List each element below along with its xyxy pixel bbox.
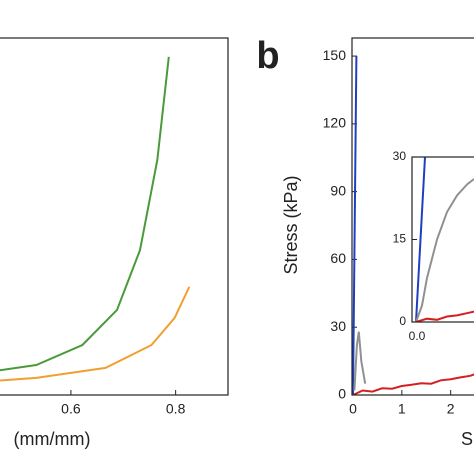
x-tick-label: 0.0 — [409, 329, 426, 343]
y-tick-label: 0 — [399, 314, 406, 328]
plot-frame — [351, 37, 474, 396]
data-line — [0, 286, 191, 382]
y-tick-label: 15 — [393, 232, 407, 246]
y-tick-label: 30 — [330, 318, 346, 334]
y-tick-label: 0 — [338, 386, 346, 402]
data-line — [415, 178, 474, 322]
data-line — [352, 56, 358, 395]
x-tick-label: 0 — [349, 401, 357, 417]
plot-frame — [0, 37, 229, 396]
y-tick-label: 150 — [323, 47, 347, 63]
y-tick-label: 60 — [330, 250, 346, 266]
data-line — [353, 331, 367, 391]
panel-label: b — [256, 35, 279, 77]
x-tick-label: 2 — [447, 401, 455, 417]
x-axis-label: S — [461, 429, 473, 449]
y-tick-label: 30 — [393, 149, 407, 163]
inset-background — [412, 157, 474, 322]
data-line — [352, 373, 474, 395]
x-axis-label: (mm/mm) — [14, 429, 91, 449]
data-line — [0, 56, 170, 372]
x-tick-label: 0.6 — [61, 401, 81, 417]
y-tick-label: 90 — [330, 182, 346, 198]
x-tick-label: 0.8 — [166, 401, 186, 417]
data-line — [415, 156, 426, 322]
plot-frame — [411, 156, 474, 323]
y-axis-label: Stress (kPa) — [281, 175, 301, 274]
y-tick-label: 120 — [323, 115, 347, 131]
data-line — [415, 310, 474, 322]
x-tick-label: 1 — [398, 401, 406, 417]
